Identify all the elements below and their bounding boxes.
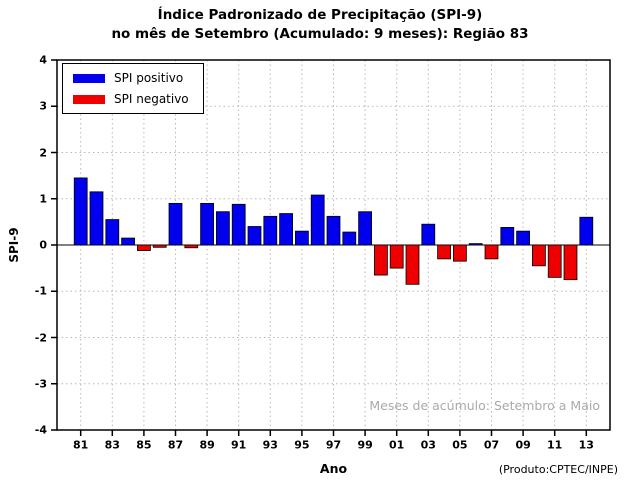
- y-tick-label: 3: [39, 99, 47, 113]
- chart-title-block: Índice Padronizado de Precipitação (SPI-…: [0, 6, 640, 44]
- x-tick-label: 05: [452, 438, 468, 452]
- bar-92: [247, 226, 262, 246]
- accumulation-annotation: Meses de acúmulo: Setembro a Maio: [369, 398, 600, 413]
- x-tick-label: 83: [104, 438, 120, 452]
- bar-09: [516, 230, 530, 246]
- legend: SPI positivo SPI negativo: [62, 63, 204, 114]
- x-axis-label: Ano: [319, 461, 348, 476]
- bar-04: [437, 244, 451, 260]
- chart-title-line1: Índice Padronizado de Precipitação (SPI-…: [157, 7, 483, 23]
- x-tick-label: 13: [578, 438, 594, 452]
- bar-99: [358, 211, 372, 246]
- bar-88: [184, 244, 199, 249]
- bar-83: [105, 219, 120, 246]
- x-tick-label: 81: [73, 438, 89, 452]
- y-tick-label: 2: [39, 146, 47, 159]
- x-tick-label: 09: [515, 438, 531, 452]
- y-tick-label: -1: [34, 284, 47, 298]
- bar-98: [342, 231, 357, 246]
- legend-label-positive: SPI positivo: [114, 71, 184, 85]
- chart-title-line2: no mês de Setembro (Acumulado: 9 meses):…: [111, 26, 529, 42]
- y-tick-label: 0: [39, 238, 47, 252]
- x-tick-label: 01: [389, 438, 405, 452]
- bar-13: [579, 216, 594, 246]
- bar-86: [152, 244, 167, 248]
- bar-11: [547, 244, 562, 278]
- bar-93: [263, 215, 278, 246]
- x-tick-label: 97: [325, 438, 342, 452]
- bar-10: [532, 244, 546, 267]
- negative-swatch-icon: [73, 94, 105, 104]
- bar-05: [453, 244, 467, 262]
- legend-row-negative: SPI negativo: [73, 92, 189, 106]
- x-tick-label: 99: [357, 438, 373, 452]
- bar-91: [231, 203, 246, 246]
- bar-02: [405, 244, 420, 285]
- y-tick-label: 4: [39, 53, 47, 67]
- x-tick-label: 95: [294, 438, 310, 452]
- bar-07: [484, 244, 499, 260]
- bar-90: [216, 211, 230, 246]
- bar-08: [500, 227, 515, 246]
- x-tick-label: 85: [136, 438, 152, 452]
- bar-00: [374, 244, 388, 276]
- legend-label-negative: SPI negativo: [114, 92, 189, 106]
- bar-95: [295, 230, 309, 246]
- bar-06: [468, 243, 483, 246]
- credit-text: (Produto:CPTEC/INPE): [498, 463, 618, 476]
- x-tick-label: 07: [483, 438, 500, 452]
- bar-84: [121, 237, 135, 246]
- x-tick-label: 87: [167, 438, 184, 452]
- bar-96: [310, 194, 325, 246]
- positive-swatch-icon: [73, 73, 105, 83]
- bar-82: [89, 191, 104, 246]
- bar-85: [137, 244, 151, 251]
- x-tick-label: 93: [262, 438, 278, 452]
- y-tick-label: -4: [34, 423, 47, 437]
- bar-03: [421, 223, 436, 246]
- legend-row-positive: SPI positivo: [73, 71, 189, 85]
- y-tick-label: -3: [34, 377, 47, 391]
- x-tick-label: 03: [420, 438, 436, 452]
- bar-12: [563, 244, 578, 281]
- bar-89: [200, 202, 214, 246]
- x-tick-label: 89: [199, 438, 215, 452]
- x-tick-label: 91: [231, 438, 247, 452]
- bar-87: [168, 202, 183, 246]
- bar-01: [389, 244, 404, 269]
- bar-94: [279, 213, 293, 246]
- x-tick-label: 11: [547, 438, 563, 452]
- bar-97: [326, 215, 341, 246]
- bar-81: [73, 177, 88, 246]
- y-tick-label: -2: [34, 331, 47, 344]
- y-tick-label: 1: [39, 192, 47, 206]
- y-axis-label: SPI-9: [7, 227, 21, 263]
